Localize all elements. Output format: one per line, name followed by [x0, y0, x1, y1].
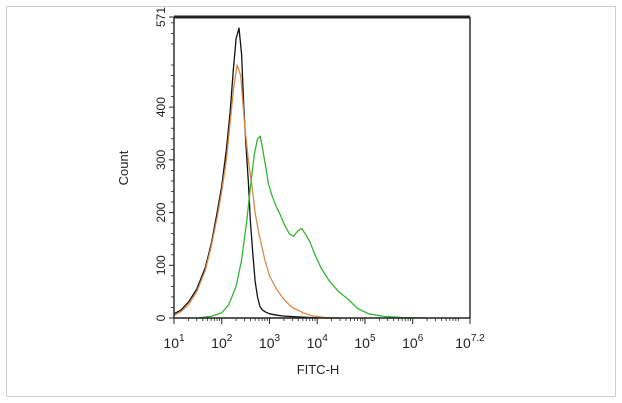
y-tick-label: 0: [154, 314, 168, 321]
x-tick-label: 101: [163, 333, 185, 351]
y-axis-title: Count: [116, 150, 131, 185]
series-line-2: [173, 64, 341, 319]
x-tick-label: 103: [259, 333, 281, 351]
series-line-1: [173, 27, 340, 319]
x-axis-title: FITC-H: [297, 362, 340, 377]
y-tick-label: 200: [154, 202, 168, 222]
series-layer: [173, 27, 428, 319]
x-tick-label: 105: [354, 333, 376, 351]
x-tick-label: 102: [211, 333, 233, 351]
x-tick-label: 106: [402, 333, 424, 351]
chart-frame: [6, 6, 616, 397]
y-tick-label: 300: [154, 150, 168, 170]
axes-layer: [173, 15, 471, 319]
y-tick-label: 571: [154, 7, 168, 27]
x-ticks: 101 102 103 104 105 106 107.2: [163, 318, 485, 351]
x-tick-label: 107.2: [455, 333, 485, 351]
y-tick-label: 400: [154, 97, 168, 117]
x-tick-label: 104: [307, 333, 329, 351]
y-ticks: 0 100 200 300 400 571: [154, 7, 174, 321]
y-tick-label: 100: [154, 255, 168, 275]
series-line-3: [196, 135, 428, 319]
